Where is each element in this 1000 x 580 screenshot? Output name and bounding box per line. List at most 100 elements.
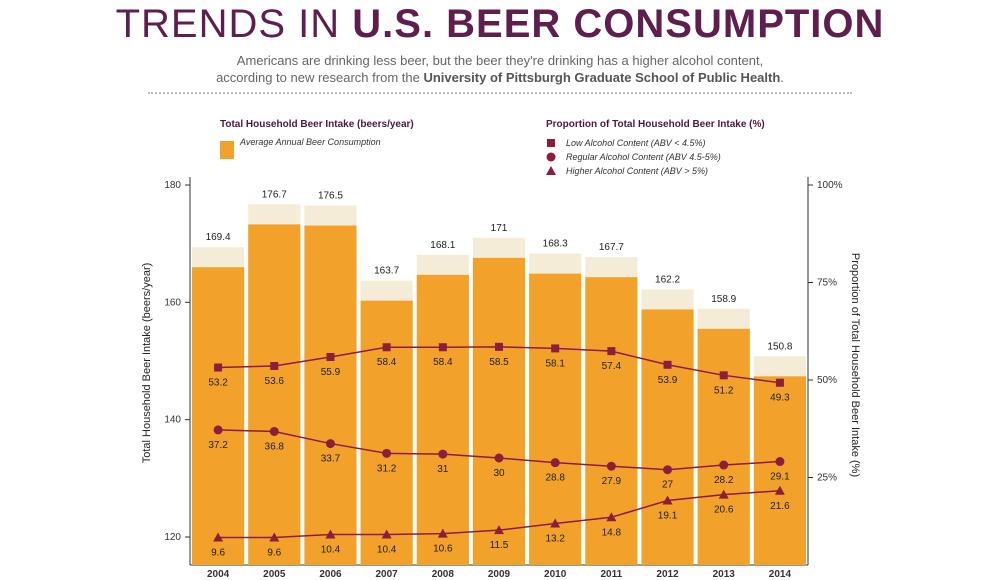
bar-label-2011: 167.7 [599,242,624,253]
series-triangle-point-2014 [774,485,785,495]
subtitle-line-2: according to new research from the Unive… [0,69,1000,86]
bar-2009 [472,257,526,565]
series-circle-label-2013: 28.2 [714,475,734,486]
series-circle-point-2013 [719,460,729,470]
series-triangle-point-2011 [606,512,617,522]
series-circle-label-2008: 31 [437,464,449,475]
series-triangle-label-2007: 10.4 [377,544,397,555]
legend-right-title: Proportion of Total Household Beer Intak… [546,119,765,130]
bar-label-2009: 171 [491,223,508,234]
series-square-label-2010: 58.1 [545,358,565,369]
bar-2008 [416,274,469,565]
bar-label-2012: 162.2 [655,274,680,285]
y2-tick-label-50: 50% [817,375,837,386]
series-circle-label-2014: 29.1 [770,472,790,483]
series-circle-point-2008 [438,449,448,459]
series-square-point-2010 [551,344,560,353]
series-circle-point-2005 [269,426,279,436]
x-tick-label-2007: 2007 [376,569,399,580]
bar-2005 [248,224,301,566]
bar-foam-2008 [416,254,469,275]
subtitle: Americans are drinking less beer, but th… [0,52,1000,86]
series-square-label-2013: 51.2 [714,385,734,396]
bar-foam-2010 [529,253,582,274]
series-square-label-2008: 58.4 [433,357,453,368]
series-square-label-2004: 53.2 [208,378,228,389]
legend-left-title: Total Household Beer Intake (beers/year) [220,119,414,130]
series-circle-label-2006: 33.7 [321,454,341,465]
y2-axis-title: Proportion of Total Household Beer Intak… [849,253,861,477]
series-triangle-label-2014: 21.6 [770,501,790,512]
bar-label-2005: 176.7 [262,189,287,200]
y-tick-label-180: 180 [164,180,181,191]
series-circle-point-2009 [494,453,504,463]
bar-label-2006: 176.5 [318,191,343,202]
bar-foam-2005 [248,204,301,225]
series-triangle-label-2013: 20.6 [714,505,734,516]
page-title: TRENDS IN U.S. BEER CONSUMPTION [0,2,1000,47]
series-square-point-2005 [270,361,279,370]
divider [148,92,852,94]
y-tick-label-120: 120 [164,532,181,543]
series-triangle-point-2004 [213,532,224,542]
series-triangle-point-2013 [718,489,729,499]
series-circle-label-2009: 30 [493,468,505,479]
title-light: TRENDS IN [115,2,341,46]
bar-label-2007: 163.7 [374,266,399,277]
bar-label-2004: 169.4 [206,232,231,243]
series-triangle-point-2006 [325,529,336,539]
legend-regular-label: Regular Alcohol Content (ABV 4.5-5%) [566,152,721,162]
bar-2006 [304,225,357,566]
x-tick-label-2008: 2008 [432,569,455,580]
series-square-label-2014: 49.3 [770,393,790,404]
x-tick-label-2005: 2005 [263,569,286,580]
y2-tick-label-75: 75% [817,278,837,289]
x-tick-label-2013: 2013 [713,569,736,580]
y-tick-label-160: 160 [164,297,181,308]
bar-label-2014: 150.8 [767,341,792,352]
bar-2004 [192,267,245,565]
bar-2013 [697,328,750,565]
series-square-label-2009: 58.5 [489,357,509,368]
series-circle-label-2012: 27 [662,480,674,491]
series-square-point-2007 [382,343,391,352]
series-circle-label-2005: 36.8 [265,441,285,452]
bar-2014 [753,376,806,565]
series-circle-label-2010: 28.8 [545,473,565,484]
y2-tick-label-100: 100% [817,180,843,191]
series-circle-point-2004 [213,425,223,435]
series-square-point-2008 [438,343,447,352]
bar-foam-2012 [641,289,694,310]
x-tick-label-2014: 2014 [769,569,792,580]
series-square-point-2014 [775,378,784,387]
legend-high-label: Higher Alcohol Content (ABV > 5%) [566,166,708,176]
x-tick-label-2009: 2009 [488,569,511,580]
series-circle-label-2011: 27.9 [602,476,622,487]
y-axis-title: Total Household Beer Intake (beers/year) [141,263,153,464]
series-circle-point-2011 [606,461,616,471]
series-square-point-2006 [326,352,335,361]
series-triangle-label-2005: 9.6 [267,548,281,559]
series-triangle-label-2011: 14.8 [602,527,622,538]
series-square-point-2011 [607,347,616,356]
bar-2011 [585,277,638,565]
bar-foam-2004 [192,247,245,268]
x-tick-label-2012: 2012 [656,569,679,580]
series-square-label-2007: 58.4 [377,357,397,368]
series-triangle-label-2009: 11.5 [490,540,509,551]
series-square-point-2012 [663,360,672,369]
legend-bar-swatch [220,141,234,159]
series-square-label-2011: 57.4 [602,361,622,372]
series-square-point-2009 [495,342,503,351]
bar-2012 [641,309,694,565]
series-triangle-label-2010: 13.2 [545,534,565,545]
title-bold: U.S. BEER CONSUMPTION [352,2,885,46]
legend-circle-icon [546,152,556,162]
legend-square-icon [547,139,555,147]
x-tick-label-2010: 2010 [544,569,567,580]
series-circle-point-2014 [775,457,785,467]
subtitle-source: University of Pittsburgh Graduate School… [423,70,781,85]
series-triangle-label-2004: 9.6 [211,548,225,559]
legend-low-label: Low Alcohol Content (ABV < 4.5%) [566,138,706,148]
